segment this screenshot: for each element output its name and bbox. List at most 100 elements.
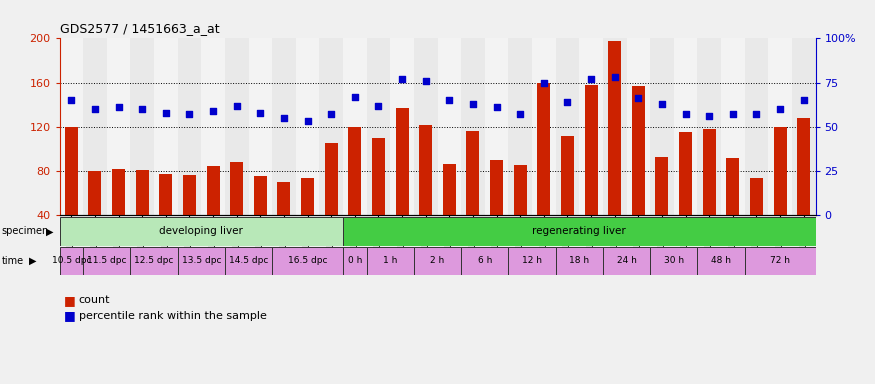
Bar xyxy=(703,129,716,215)
Text: 10.5 dpc: 10.5 dpc xyxy=(52,257,91,265)
Point xyxy=(88,106,102,112)
Bar xyxy=(626,38,650,215)
Point xyxy=(774,106,788,112)
Point xyxy=(750,111,764,118)
Bar xyxy=(325,143,338,215)
Bar xyxy=(561,136,574,215)
Point xyxy=(466,101,480,107)
Bar xyxy=(343,38,367,215)
Text: specimen: specimen xyxy=(2,226,49,237)
Bar xyxy=(490,160,503,215)
Point xyxy=(277,115,291,121)
Bar xyxy=(367,38,390,215)
Bar xyxy=(508,38,532,215)
Bar xyxy=(390,38,414,215)
Text: regenerating liver: regenerating liver xyxy=(532,226,626,237)
Text: count: count xyxy=(79,295,110,305)
Bar xyxy=(632,86,645,215)
Bar xyxy=(608,41,621,215)
Bar xyxy=(296,38,319,215)
Bar xyxy=(60,38,83,215)
Bar xyxy=(603,38,626,215)
Point xyxy=(679,111,693,118)
Bar xyxy=(348,127,361,215)
Bar xyxy=(83,247,130,275)
Text: 48 h: 48 h xyxy=(711,257,731,265)
Text: developing liver: developing liver xyxy=(159,226,243,237)
Point xyxy=(230,103,244,109)
Bar xyxy=(272,247,343,275)
Text: 16.5 dpc: 16.5 dpc xyxy=(288,257,327,265)
Point xyxy=(797,97,811,103)
Bar xyxy=(130,38,154,215)
Bar xyxy=(443,164,456,215)
Point xyxy=(632,95,646,101)
Text: percentile rank within the sample: percentile rank within the sample xyxy=(79,311,267,321)
Bar xyxy=(721,38,745,215)
Point xyxy=(419,78,433,84)
Bar xyxy=(537,83,550,215)
Bar xyxy=(178,247,225,275)
Point xyxy=(254,109,268,116)
Text: ■: ■ xyxy=(64,294,80,307)
Bar xyxy=(556,38,579,215)
Bar xyxy=(136,170,149,215)
Bar xyxy=(461,247,508,275)
Text: 30 h: 30 h xyxy=(664,257,684,265)
Bar xyxy=(201,38,225,215)
Bar xyxy=(272,38,296,215)
Bar xyxy=(83,38,107,215)
Bar xyxy=(750,177,763,215)
Bar xyxy=(697,38,721,215)
Bar xyxy=(532,38,556,215)
Bar xyxy=(797,118,810,215)
Text: 14.5 dpc: 14.5 dpc xyxy=(229,257,269,265)
Bar xyxy=(774,127,787,215)
Text: 12.5 dpc: 12.5 dpc xyxy=(135,257,173,265)
Bar xyxy=(178,38,201,215)
Bar xyxy=(485,38,508,215)
Bar xyxy=(130,247,178,275)
Bar xyxy=(319,38,343,215)
Text: ▶: ▶ xyxy=(29,256,37,266)
Bar xyxy=(745,247,816,275)
Bar xyxy=(154,38,178,215)
Point xyxy=(159,109,173,116)
Point xyxy=(372,103,386,109)
Bar xyxy=(60,217,343,246)
Point xyxy=(325,111,339,118)
Bar xyxy=(726,158,739,215)
Bar xyxy=(556,247,603,275)
Text: 6 h: 6 h xyxy=(478,257,492,265)
Bar xyxy=(508,247,556,275)
Bar xyxy=(792,38,816,215)
Bar xyxy=(107,38,130,215)
Bar xyxy=(514,166,527,215)
Text: 13.5 dpc: 13.5 dpc xyxy=(181,257,221,265)
Bar xyxy=(230,162,243,215)
Bar xyxy=(206,167,220,215)
Bar xyxy=(414,38,438,215)
Bar xyxy=(396,108,409,215)
Bar xyxy=(372,138,385,215)
Point xyxy=(112,104,126,110)
Point xyxy=(301,118,315,124)
Text: GDS2577 / 1451663_a_at: GDS2577 / 1451663_a_at xyxy=(60,22,219,35)
Text: 24 h: 24 h xyxy=(617,257,636,265)
Bar xyxy=(655,157,668,215)
Bar xyxy=(112,169,125,215)
Bar xyxy=(301,177,314,215)
Point xyxy=(703,113,717,119)
Point xyxy=(655,101,669,107)
Bar xyxy=(745,38,768,215)
Text: 0 h: 0 h xyxy=(347,257,362,265)
Text: ■: ■ xyxy=(64,309,80,322)
Bar xyxy=(466,131,480,215)
Bar xyxy=(697,247,745,275)
Text: 12 h: 12 h xyxy=(522,257,542,265)
Point xyxy=(584,76,598,82)
Point xyxy=(183,111,197,118)
Bar xyxy=(584,85,598,215)
Text: 72 h: 72 h xyxy=(770,257,790,265)
Bar xyxy=(60,247,83,275)
